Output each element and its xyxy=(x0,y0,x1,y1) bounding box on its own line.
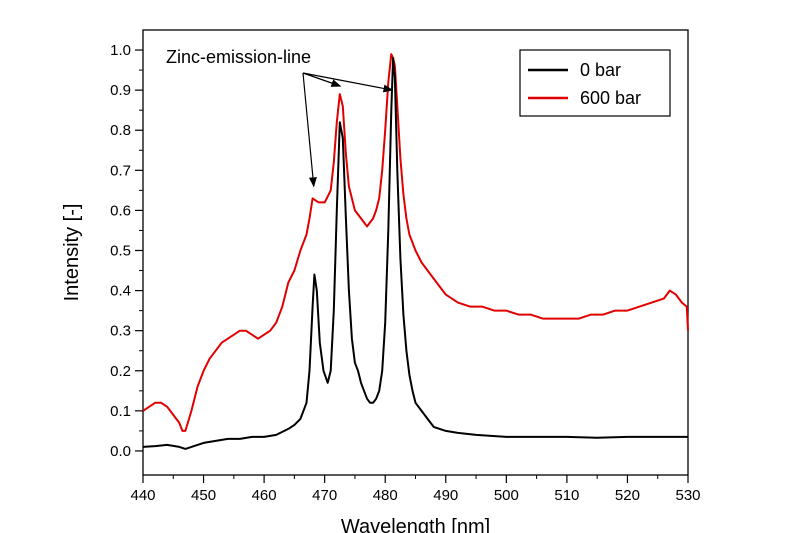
y-tick-label: 0.0 xyxy=(110,443,131,460)
annotation: Zinc-emission-line xyxy=(166,47,394,188)
series-line-0-bar xyxy=(142,57,688,450)
y-tick-label: 0.6 xyxy=(110,202,131,219)
x-tick-label: 460 xyxy=(252,487,277,504)
x-tick-label: 500 xyxy=(494,487,519,504)
legend-box xyxy=(519,49,671,117)
annotation-arrow xyxy=(302,72,394,93)
x-tick-label: 470 xyxy=(312,487,337,504)
y-axis: 0.0 0.1 0.2 0.3 0.4 0.5 0.6 0.7 0.8 0.9 1.0 xyxy=(110,42,143,460)
annotation-arrow xyxy=(302,72,342,87)
x-tick-label: 480 xyxy=(373,487,398,504)
y-tick-label: 0.3 xyxy=(110,323,131,340)
annotation-arrows xyxy=(302,72,394,188)
y-tick-label: 0.8 xyxy=(110,122,131,139)
series-lines xyxy=(142,53,689,450)
y-axis-title: Intensity [-] xyxy=(61,204,83,302)
x-axis: 440 450 460 470 480 490 500 510 520 530 xyxy=(130,475,701,504)
x-tick-label: 530 xyxy=(675,487,700,504)
x-tick-label: 520 xyxy=(615,487,640,504)
legend: 0 bar 600 bar xyxy=(519,49,671,117)
x-tick-label: 490 xyxy=(433,487,458,504)
legend-label-0-bar: 0 bar xyxy=(580,60,621,80)
y-tick-label: 0.1 xyxy=(110,403,131,420)
plot-area: 440 450 460 470 480 490 500 510 520 530 0.0 0.1 0.2… xyxy=(110,29,701,504)
x-axis-title: Wavelength [nm] xyxy=(341,516,490,533)
y-tick-label: 0.5 xyxy=(110,242,131,259)
x-tick-label: 510 xyxy=(554,487,579,504)
x-tick-label: 440 xyxy=(130,487,155,504)
y-tick-label: 1.0 xyxy=(110,42,131,59)
y-tick-label: 0.7 xyxy=(110,162,131,179)
y-tick-label: 0.2 xyxy=(110,363,131,380)
x-tick-label: 450 xyxy=(191,487,216,504)
series-line-600-bar xyxy=(142,53,689,432)
annotation-label: Zinc-emission-line xyxy=(166,47,311,67)
y-tick-label: 0.9 xyxy=(110,82,131,99)
legend-label-600-bar: 600 bar xyxy=(580,88,641,108)
y-tick-label: 0.4 xyxy=(110,283,131,300)
annotation-arrow xyxy=(302,72,317,188)
